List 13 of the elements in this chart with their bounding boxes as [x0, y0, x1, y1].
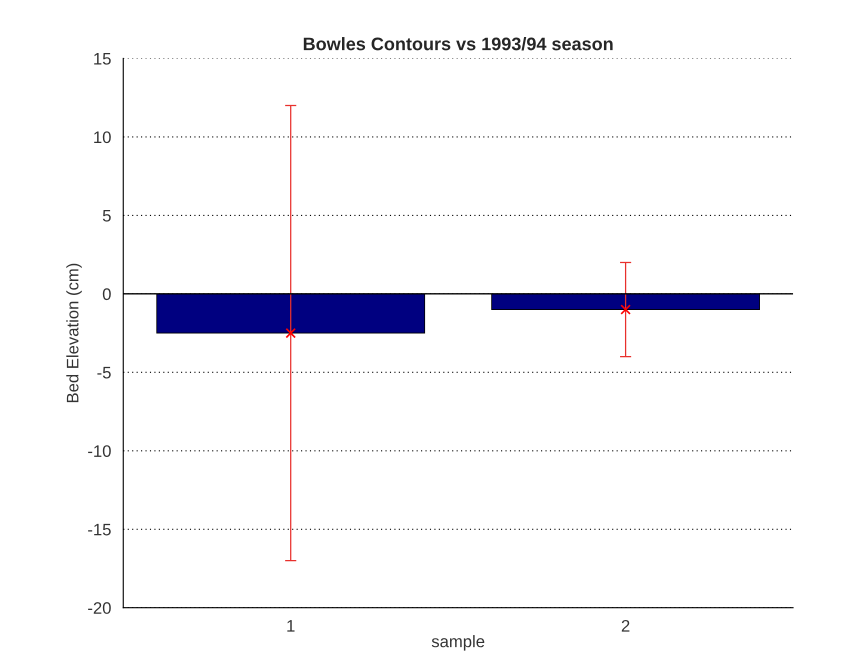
- y-tick-label: 10: [94, 131, 111, 144]
- y-tick-label: -10: [88, 445, 111, 457]
- x-tick-label: 2: [622, 620, 630, 632]
- y-tick-label: -5: [97, 366, 111, 379]
- x-tick-label: 1: [287, 620, 295, 632]
- y-tick-label: -20: [88, 602, 111, 614]
- y-tick-label: -15: [88, 524, 111, 536]
- y-axis-title: Bed Elevation (cm): [66, 264, 82, 402]
- x-axis-title: sample: [432, 635, 484, 651]
- y-tick-label: 5: [102, 210, 111, 222]
- y-tick-label: 15: [94, 53, 111, 65]
- chart-title: Bowles Contours vs 1993/94 season: [304, 37, 613, 50]
- y-tick-label: 0: [102, 288, 111, 300]
